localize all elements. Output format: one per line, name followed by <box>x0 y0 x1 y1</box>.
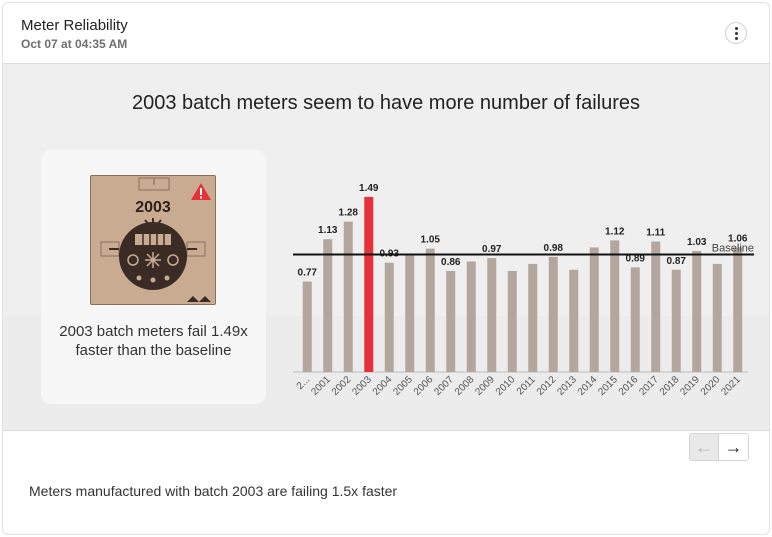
bar-2004 <box>384 262 394 372</box>
tick-label-2003: 2003 <box>350 374 374 398</box>
insight-panel: 2003 batch meters seem to have more numb… <box>3 63 769 431</box>
bar-2016 <box>630 267 640 372</box>
tick-label-2013: 2013 <box>555 374 579 398</box>
bar-2017 <box>651 241 661 372</box>
data-label-2001: 1.13 <box>318 225 338 236</box>
failure-rate-chart: 0.77 2... 1.13 2001 1.28 2002 1.49 2003 0.93 2004… <box>291 174 761 414</box>
bar-2012 <box>548 256 558 372</box>
bar-2011 <box>528 263 538 372</box>
data-label-2002: 1.28 <box>339 208 359 219</box>
bar-2010 <box>507 270 517 372</box>
card-title: Meter Reliability <box>21 17 128 34</box>
tick-label-2008: 2008 <box>453 374 477 398</box>
tick-label-2011: 2011 <box>515 374 538 397</box>
data-label-2016: 0.89 <box>626 253 646 264</box>
data-label-2015: 1.12 <box>605 226 625 237</box>
bar-2009 <box>487 258 497 372</box>
bar-2002 <box>343 221 353 372</box>
summary-text: Meters manufactured with batch 2003 are … <box>29 483 398 499</box>
bar-2... <box>302 281 312 372</box>
data-label-2007: 0.86 <box>441 257 461 268</box>
baseline-label: Baseline <box>712 243 754 255</box>
bar-2001 <box>323 239 333 372</box>
bar-2008 <box>466 261 476 372</box>
data-label-2021: 1.06 <box>728 233 748 244</box>
tick-label-2007: 2007 <box>432 374 456 398</box>
tick-label-2002: 2002 <box>330 374 354 398</box>
warning-triangle-icon <box>191 183 211 200</box>
tick-label-2015: 2015 <box>596 374 620 398</box>
data-label-2...: 0.77 <box>298 268 318 279</box>
bar-2007 <box>446 270 456 372</box>
data-label-2018: 0.87 <box>667 256 687 267</box>
card-timestamp: Oct 07 at 04:35 AM <box>21 37 128 51</box>
arrow-right-icon[interactable]: → <box>719 433 749 461</box>
card-header: Meter Reliability Oct 07 at 04:35 AM <box>3 3 769 63</box>
tick-label-2018: 2018 <box>658 374 682 398</box>
tick-label-2010: 2010 <box>494 374 518 398</box>
bar-2021 <box>733 247 743 372</box>
bar-2005 <box>405 254 415 372</box>
bar-2018 <box>671 269 681 372</box>
bar-2020 <box>712 263 722 372</box>
data-label-2017: 1.11 <box>646 228 665 239</box>
tick-label-2016: 2016 <box>617 374 641 398</box>
meter-image-year: 2003 <box>135 199 171 216</box>
arrow-left-icon[interactable]: ← <box>689 433 719 461</box>
insight-headline: 2003 batch meters seem to have more numb… <box>131 92 641 114</box>
tick-label-2006: 2006 <box>412 374 436 398</box>
insight-text: 2003 batch meters fail 1.49x faster than… <box>59 323 248 359</box>
bar-2015 <box>610 240 620 372</box>
kebab-menu-icon[interactable] <box>725 22 747 44</box>
bar-2019 <box>692 250 702 372</box>
bar-2014 <box>589 247 599 372</box>
tick-label-2021: 2021 <box>719 374 743 398</box>
tick-label-2009: 2009 <box>473 374 497 398</box>
tick-label-2014: 2014 <box>576 374 600 398</box>
bar-chart-svg: 0.772...1.1320011.2820021.4920030.932004… <box>293 183 754 398</box>
bar-2003 <box>364 196 374 372</box>
tick-label-2004: 2004 <box>371 374 395 398</box>
bar-2006 <box>425 248 435 372</box>
data-label-2009: 0.97 <box>482 244 502 255</box>
tick-label-2020: 2020 <box>699 374 723 398</box>
data-label-2019: 1.03 <box>687 237 707 248</box>
pagination-controls: ← → <box>689 433 749 461</box>
insight-summary-box: 2003 <box>41 150 266 404</box>
meter-box-image: 2003 <box>90 175 216 305</box>
bar-2013 <box>569 269 579 372</box>
tick-label-2012: 2012 <box>535 374 559 398</box>
data-label-2012: 0.98 <box>544 243 564 254</box>
tick-label-2017: 2017 <box>637 374 661 398</box>
tick-label-2001: 2001 <box>309 374 333 398</box>
tick-label-2005: 2005 <box>391 374 415 398</box>
tick-label-2019: 2019 <box>678 374 702 398</box>
data-label-2003: 1.49 <box>359 183 379 194</box>
data-label-2006: 1.05 <box>421 235 441 246</box>
